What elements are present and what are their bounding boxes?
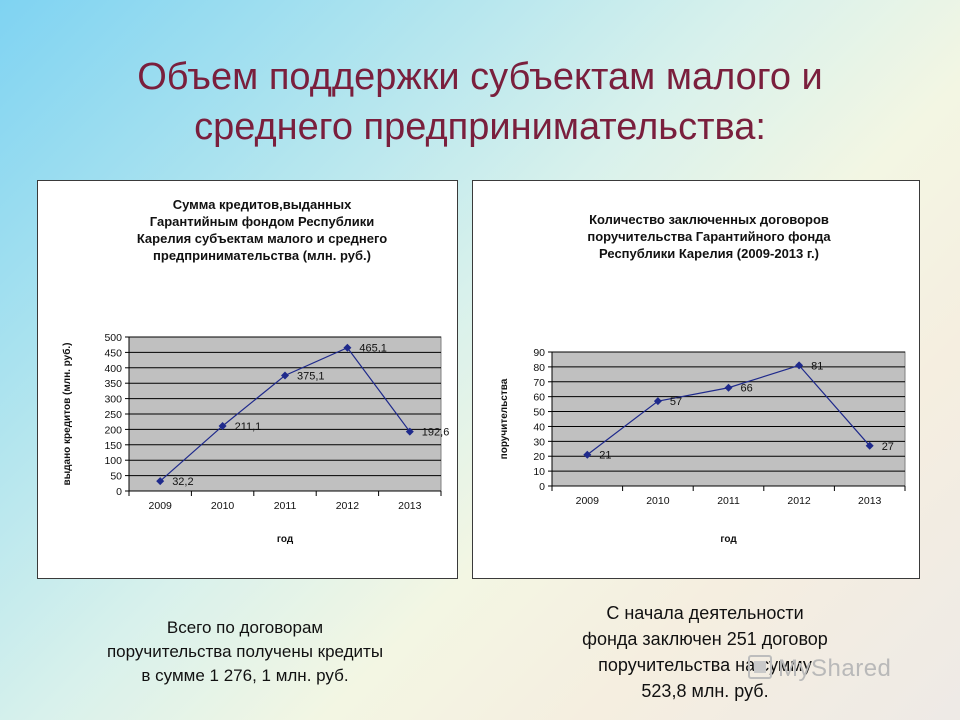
data-label: 27 — [882, 441, 894, 453]
data-label: 211,1 — [235, 421, 262, 433]
data-point-marker — [724, 383, 733, 392]
data-label: 192,6 — [422, 427, 450, 439]
total-credits-note: Всего по договорам поручительства получе… — [60, 616, 430, 688]
chart-title-line: Гарантийным фондом Республики — [150, 214, 374, 229]
guarantee-count-chart: Количество заключенных договоров поручите… — [499, 212, 906, 545]
x-axis-label: год — [720, 534, 737, 545]
chart-title-line: Республики Карелия (2009-2013 г.) — [599, 246, 819, 261]
y-tick-label: 450 — [104, 347, 122, 359]
y-tick-label: 40 — [533, 421, 545, 433]
data-label: 66 — [741, 383, 753, 395]
y-axis-label: поручительства — [499, 378, 510, 459]
y-tick-label: 100 — [104, 455, 122, 467]
total-credits-note-line: поручительства получены кредиты — [106, 642, 384, 661]
data-label: 465,1 — [359, 343, 387, 355]
watermark: MyShared — [748, 655, 891, 683]
chart-title-line: поручительства Гарантийного фонда — [587, 229, 831, 244]
x-tick-label: 2011 — [717, 495, 740, 507]
x-tick-label: 2013 — [858, 495, 882, 507]
data-label: 57 — [670, 396, 682, 408]
x-tick-label: 2009 — [576, 495, 600, 507]
chart-title-line: предпринимательства (млн. руб.) — [153, 248, 371, 263]
data-point-marker — [795, 361, 804, 370]
data-label: 375,1 — [297, 370, 325, 382]
y-tick-label: 50 — [533, 407, 545, 419]
total-contracts-note-line: 523,8 млн. руб. — [641, 681, 769, 701]
watermark-text: MyShared — [778, 655, 892, 682]
y-axis-label: выдано кредитов (млн. руб.) — [61, 343, 73, 486]
credit-sum-chart-panel: Сумма кредитов,выданных Гарантийным фондо… — [37, 180, 458, 579]
guarantee-count-chart-panel: Количество заключенных договоров поручите… — [472, 180, 920, 579]
data-point-marker — [156, 477, 165, 486]
x-tick-label: 2009 — [149, 500, 173, 512]
x-tick-label: 2012 — [787, 495, 811, 507]
data-label: 81 — [811, 360, 823, 372]
y-tick-label: 90 — [533, 347, 545, 359]
x-tick-label: 2013 — [398, 500, 422, 512]
chart-title-line: Количество заключенных договоров — [589, 212, 829, 227]
y-tick-label: 150 — [104, 440, 122, 452]
watermark-logo-icon — [748, 655, 772, 679]
x-axis-label: год — [277, 534, 294, 545]
y-tick-label: 80 — [533, 362, 545, 374]
data-point-marker — [583, 450, 592, 459]
total-credits-note-line: Всего по договорам — [166, 618, 324, 637]
plot-area — [551, 351, 906, 487]
slide-title-line-2: среднего предпринимательства: — [194, 106, 766, 148]
data-point-marker — [405, 427, 414, 436]
y-tick-label: 30 — [533, 436, 545, 448]
x-tick-label: 2010 — [211, 500, 235, 512]
data-point-marker — [865, 441, 874, 450]
slide-title-line-1: Объем поддержки субъектам малого и — [137, 56, 823, 98]
total-credits-note-line: в сумме 1 276, 1 млн. руб. — [141, 666, 349, 685]
x-tick-label: 2010 — [646, 495, 670, 507]
y-tick-label: 70 — [533, 377, 545, 389]
x-tick-label: 2011 — [274, 500, 297, 512]
y-tick-label: 250 — [104, 409, 122, 421]
chart-title-line: Сумма кредитов,выданных — [173, 197, 352, 212]
chart-title-line: Карелия субъектам малого и среднего — [137, 231, 387, 246]
y-tick-label: 350 — [104, 378, 122, 390]
y-tick-label: 300 — [104, 394, 122, 406]
y-tick-label: 60 — [533, 392, 545, 404]
y-tick-label: 10 — [533, 466, 545, 478]
y-tick-label: 500 — [104, 332, 122, 344]
data-point-marker — [281, 371, 289, 380]
total-contracts-note-line: С начала деятельности — [606, 603, 804, 623]
y-tick-label: 400 — [104, 363, 122, 375]
y-tick-label: 50 — [110, 471, 122, 483]
data-label: 32,2 — [172, 476, 193, 488]
y-tick-label: 0 — [116, 486, 122, 498]
data-point-marker — [343, 343, 352, 352]
data-point-marker — [218, 421, 227, 430]
total-contracts-note-line: фонда заключен 251 договор — [582, 629, 828, 649]
total-contracts-note: С начала деятельности фонда заключен 251… — [510, 600, 900, 704]
data-label: 21 — [599, 450, 611, 462]
x-tick-label: 2012 — [336, 500, 360, 512]
y-tick-label: 200 — [104, 424, 122, 436]
credit-sum-chart: Сумма кредитов,выданных Гарантийным фондо… — [61, 197, 450, 545]
y-tick-label: 0 — [539, 481, 545, 493]
y-tick-label: 20 — [533, 451, 545, 463]
data-point-marker — [653, 397, 662, 406]
slide-title: Объем поддержки субъектам малого и средн… — [60, 52, 900, 152]
